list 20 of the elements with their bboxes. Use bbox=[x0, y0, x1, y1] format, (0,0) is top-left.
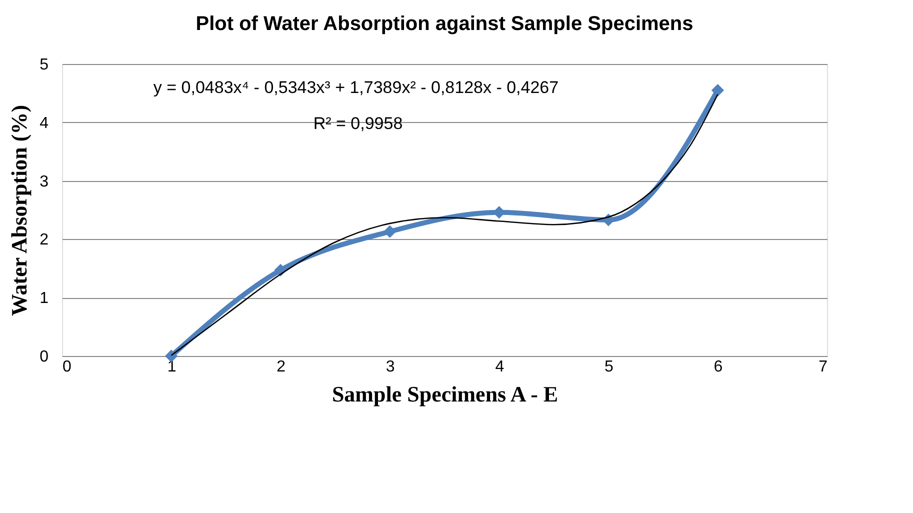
annotation: y = 0,0483x⁴ - 0,5343x³ + 1,7389x² - 0,8128x - 0,4267 bbox=[153, 78, 559, 97]
y-tick-label: 4 bbox=[40, 114, 49, 132]
y-tick-label: 1 bbox=[40, 290, 49, 308]
annotation: R² = 0,9958 bbox=[313, 114, 403, 133]
x-tick-label: 3 bbox=[386, 358, 395, 376]
x-axis-title: Sample Specimens A - E bbox=[332, 382, 558, 406]
x-tick-label: 4 bbox=[495, 358, 504, 376]
x-tick-label: 5 bbox=[604, 358, 614, 376]
point bbox=[384, 225, 396, 238]
y-tick-label: 3 bbox=[40, 173, 49, 190]
y-axis-title: Water Absorption (%) bbox=[6, 104, 32, 316]
x-tick-label: 0 bbox=[62, 358, 72, 376]
y-tick-label: 5 bbox=[40, 56, 49, 74]
chart-title: Plot of Water Absorption against Sample Specimens bbox=[196, 13, 694, 35]
point bbox=[164, 350, 178, 362]
x-tick-label: 7 bbox=[818, 358, 828, 376]
x-tick-label: 2 bbox=[276, 358, 286, 376]
point bbox=[711, 84, 724, 97]
y-tick-label: 2 bbox=[40, 232, 49, 249]
x-tick-label: 6 bbox=[714, 358, 723, 376]
